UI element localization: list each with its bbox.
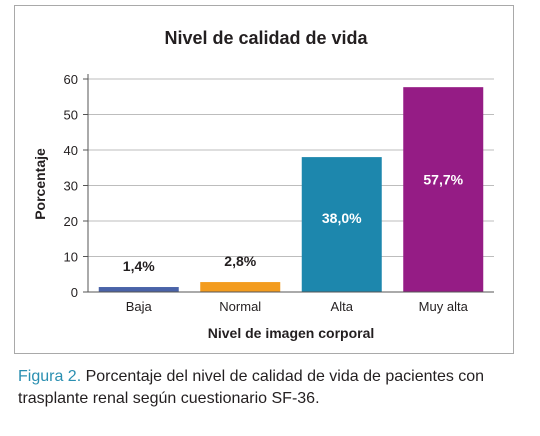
figure-caption: Figura 2. Porcentaje del nivel de calida… xyxy=(18,366,530,410)
y-tick-label: 20 xyxy=(64,214,78,229)
bar xyxy=(403,87,484,292)
bars xyxy=(98,87,484,292)
data-label: 2,8% xyxy=(224,253,256,269)
chart-title: Nivel de calidad de vida xyxy=(164,28,368,48)
x-tick-label: Alta xyxy=(331,299,354,314)
y-axis-label: Porcentaje xyxy=(32,148,48,220)
data-label: 57,7% xyxy=(423,171,463,187)
bar xyxy=(98,287,179,292)
y-tick-label: 60 xyxy=(64,72,78,87)
data-label: 38,0% xyxy=(322,210,362,226)
y-tick-label: 30 xyxy=(64,179,78,194)
x-tick-labels: Baja Normal Alta Muy alta xyxy=(126,299,469,314)
y-tick-labels: 0 10 20 30 40 50 60 xyxy=(64,72,88,300)
y-tick-label: 0 xyxy=(71,285,78,300)
axes xyxy=(87,74,494,293)
x-tick-label: Normal xyxy=(219,299,261,314)
y-tick-label: 40 xyxy=(64,143,78,158)
chart-frame: Nivel de calidad de vida 0 10 20 30 40 50 60 B… xyxy=(14,5,514,354)
caption-text: Porcentaje del nivel de calidad de vida … xyxy=(18,368,485,407)
y-tick-label: 10 xyxy=(64,250,78,265)
bar xyxy=(200,282,281,292)
bar-chart: Nivel de calidad de vida 0 10 20 30 40 50 60 B… xyxy=(32,28,494,341)
x-tick-label: Muy alta xyxy=(419,299,469,314)
x-axis-label: Nivel de imagen corporal xyxy=(208,325,375,341)
data-labels: 1,4% 2,8% 38,0% 57,7% xyxy=(123,171,464,274)
x-tick-label: Baja xyxy=(126,299,153,314)
caption-label: Figura 2. xyxy=(18,368,82,385)
data-label: 1,4% xyxy=(123,258,155,274)
y-tick-label: 50 xyxy=(64,108,78,123)
bar xyxy=(301,157,382,292)
